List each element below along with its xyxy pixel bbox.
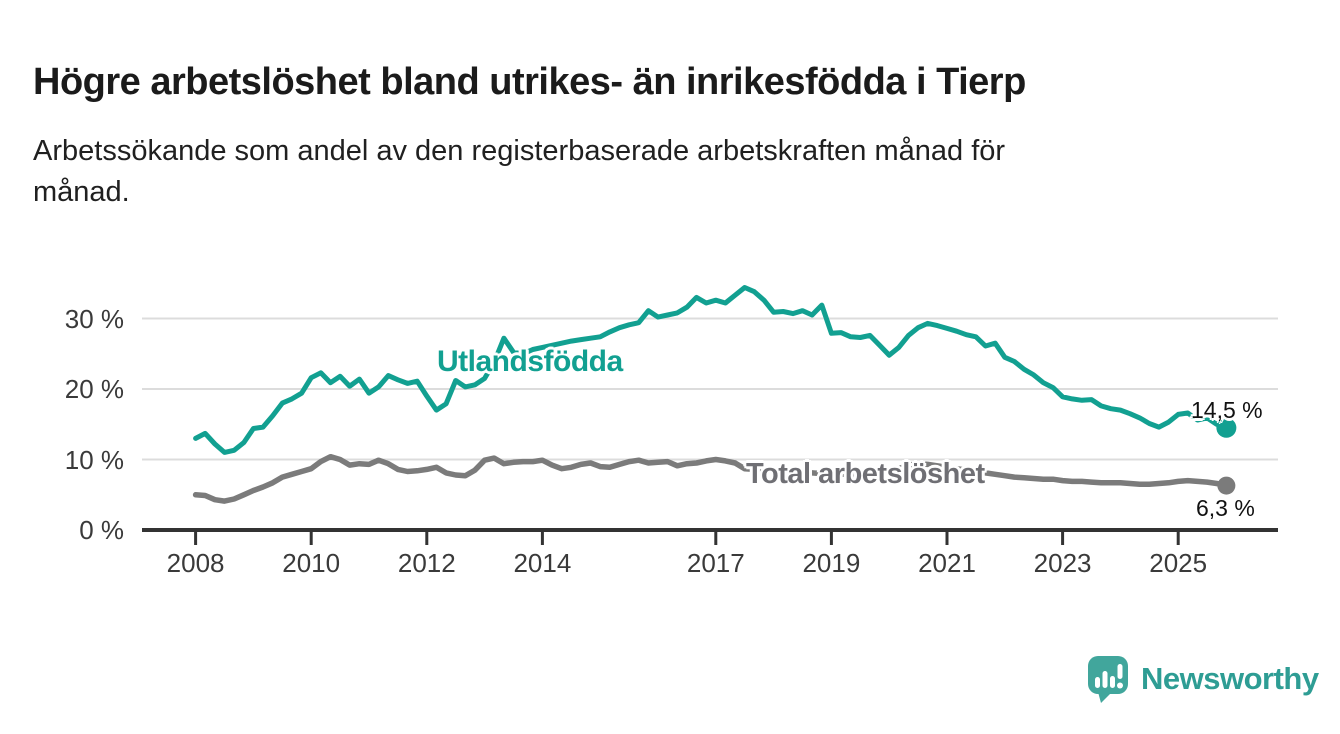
y-tick-label: 20 % [64, 374, 124, 404]
newsworthy-logo-text: Newsworthy [1141, 661, 1319, 696]
logo-bar-3 [1110, 676, 1115, 688]
x-tick-label: 2017 [686, 548, 745, 578]
subtitle-line-2: månad. [33, 176, 130, 208]
end-dot [1217, 476, 1236, 495]
x-tick-label: 2008 [166, 548, 225, 578]
chart-subtitle: Arbetssökande som andel av den registerb… [33, 131, 1273, 213]
page-title: Högre arbetslöshet bland utrikes- än inr… [33, 61, 1026, 104]
x-tick-label: 2012 [397, 548, 456, 578]
series-label-total-arbetsloshet: Total arbetslöshet [746, 458, 985, 490]
x-tick-label: 2010 [282, 548, 341, 578]
x-tick-label: 2023 [1033, 548, 1092, 578]
newsworthy-logo-icon [1088, 656, 1128, 703]
series-label-utlandsfodda: Utlandsfödda [437, 345, 623, 378]
series-line-utlandsfodda [193, 285, 1229, 455]
end-dot [1216, 417, 1237, 438]
logo-exclamation-dot [1117, 682, 1123, 689]
x-tick-label: 2025 [1149, 548, 1208, 578]
x-tick-label: 2019 [802, 548, 861, 578]
end-value-label-utlandsfodda: 14,5 % [1191, 397, 1263, 423]
logo-exclamation-bar [1117, 664, 1123, 679]
y-tick-label: 30 % [64, 303, 124, 334]
logo-bar-2 [1102, 671, 1108, 688]
x-tick-label: 2021 [918, 548, 976, 578]
subtitle-line-1: Arbetssökande som andel av den registerb… [33, 135, 1006, 167]
logo-bar-1 [1095, 677, 1100, 688]
series-line-total [192, 453, 1230, 504]
x-tick-label: 2014 [513, 548, 572, 578]
y-tick-label: 10 % [64, 444, 124, 475]
newsworthy-logo: Newsworthy [1086, 655, 1319, 703]
end-value-label-total: 6,3 % [1196, 495, 1255, 521]
y-tick-label: 0 % [79, 515, 124, 545]
